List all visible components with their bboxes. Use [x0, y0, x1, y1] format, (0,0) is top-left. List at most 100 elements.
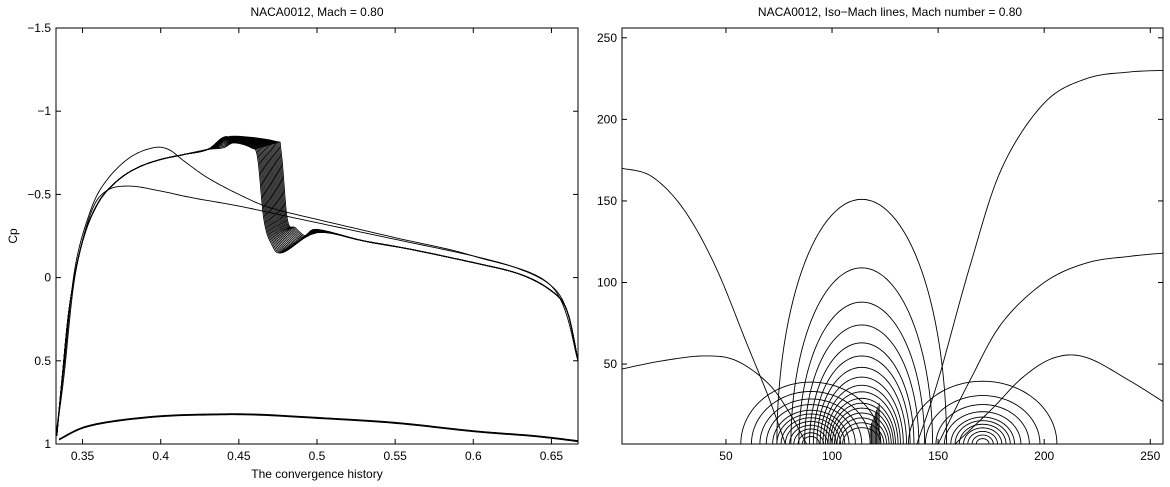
- contour-center-15: [836, 417, 887, 444]
- contour-center-9: [822, 384, 901, 444]
- cp-upper-curve-21: [56, 136, 578, 436]
- contour-left-1: [801, 436, 820, 444]
- cp-chart-ylabel: Cp: [6, 228, 20, 244]
- contour-center-11: [827, 397, 896, 444]
- contour-center-4: [804, 324, 920, 444]
- cp-upper-curve-5: [56, 140, 578, 436]
- cp-chart-x-ticks: 0.35 0.4 0.45 0.5 0.55 0.6 0.65: [71, 28, 564, 463]
- cp-early-curve-2: [56, 146, 578, 436]
- cp-upper-curve-10: [56, 137, 578, 436]
- cp-chart: NACA0012, Mach = 0.80 0.35 0.4 0.45 0.5 0.55…: [6, 5, 579, 481]
- cp-upper-curve-16: [56, 136, 578, 436]
- iso-mach-chart-x-ticks: 50 100 150 200 250: [719, 28, 1161, 463]
- cp-y-tick-label: 1: [44, 437, 51, 451]
- cp-early-curve-1: [56, 185, 578, 436]
- contour-far-right-mid: [937, 252, 1163, 444]
- contour-right-4: [963, 427, 1003, 444]
- cp-upper-curve-20: [56, 136, 578, 436]
- cp-upper-curve-8: [56, 138, 578, 436]
- cp-chart-y-ticks: −1.5 −1 −0.5 0 0.5 1: [27, 21, 578, 451]
- cp-upper-curve-13: [56, 136, 578, 436]
- contour-right-2: [971, 434, 994, 444]
- cp-chart-curves: [56, 135, 578, 443]
- contour-left-6: [780, 417, 841, 444]
- contour-far-right-top: [916, 69, 1163, 444]
- iso-mach-chart-contours: [622, 69, 1163, 444]
- cp-y-tick-label: 0.5: [34, 354, 51, 368]
- iso-x-tick-label: 150: [928, 449, 948, 463]
- cp-x-tick-label: 0.45: [227, 449, 251, 463]
- cp-x-tick-label: 0.6: [465, 449, 482, 463]
- contour-right-1: [975, 438, 990, 444]
- contour-center-5: [809, 342, 915, 444]
- iso-mach-chart-title: NACA0012, Iso−Mach lines, Mach number = …: [758, 5, 1022, 19]
- cp-chart-xlabel: The convergence history: [251, 467, 382, 481]
- contour-right-7: [950, 416, 1015, 444]
- iso-x-tick-label: 50: [719, 449, 733, 463]
- contour-outer-right: [954, 354, 1163, 444]
- iso-x-tick-label: 250: [1140, 449, 1160, 463]
- cp-upper-curve-22: [56, 135, 578, 436]
- cp-x-tick-label: 0.55: [383, 449, 407, 463]
- iso-y-tick-label: 200: [597, 112, 617, 126]
- cp-y-tick-label: −1.5: [27, 21, 51, 35]
- cp-upper-curve-14: [56, 136, 578, 436]
- iso-y-tick-label: 150: [597, 194, 617, 208]
- cp-x-tick-label: 0.5: [309, 449, 326, 463]
- cp-upper-curve-19: [56, 136, 578, 436]
- iso-x-tick-label: 200: [1034, 449, 1054, 463]
- iso-mach-chart-y-ticks: 50 100 150 200 250: [597, 31, 1163, 371]
- cp-upper-curve-17: [56, 136, 578, 436]
- cp-upper-curve-11: [56, 137, 578, 436]
- cp-y-tick-label: −0.5: [27, 187, 51, 201]
- cp-upper-curve-18: [56, 136, 578, 436]
- contour-left-7: [776, 413, 846, 444]
- cp-x-tick-label: 0.35: [71, 449, 95, 463]
- cp-upper-curve-4: [56, 141, 578, 436]
- contour-center-3: [798, 301, 926, 444]
- contour-center-12: [829, 402, 894, 444]
- cp-x-tick-label: 0.65: [540, 449, 564, 463]
- cp-lower-curve-4: [58, 414, 578, 443]
- contour-left-8: [772, 409, 850, 444]
- iso-y-tick-label: 250: [597, 31, 617, 45]
- cp-upper-curve-12: [56, 136, 578, 436]
- cp-upper-curve-9: [56, 138, 578, 436]
- contour-center-6: [812, 355, 911, 444]
- cp-y-tick-label: 0: [44, 271, 51, 285]
- contour-left-9: [765, 404, 856, 444]
- contour-left-10: [759, 398, 863, 444]
- contour-right-3: [967, 430, 998, 444]
- iso-y-tick-label: 50: [604, 357, 618, 371]
- contour-right-9: [935, 404, 1030, 444]
- contour-right-5: [958, 423, 1007, 444]
- contour-left-12: [740, 381, 882, 444]
- contour-center-2: [790, 267, 934, 444]
- contour-left-2: [797, 432, 824, 444]
- contour-outer-left: [622, 355, 807, 444]
- contour-center-13: [831, 407, 892, 444]
- contour-far-left: [622, 167, 786, 444]
- cp-upper-curve-7: [56, 139, 578, 436]
- contour-center-8: [819, 376, 904, 444]
- iso-mach-chart: NACA0012, Iso−Mach lines, Mach number = …: [597, 5, 1164, 463]
- contour-right-10: [924, 395, 1041, 444]
- iso-y-tick-label: 100: [597, 275, 617, 289]
- cp-chart-title: NACA0012, Mach = 0.80: [250, 5, 383, 19]
- contour-right-8: [944, 411, 1022, 444]
- contour-center-7: [816, 366, 908, 444]
- cp-upper-curve-6: [56, 140, 578, 436]
- contour-center-1: [776, 198, 948, 444]
- iso-x-tick-label: 100: [822, 449, 842, 463]
- contour-right-6: [954, 420, 1011, 444]
- cp-x-tick-label: 0.4: [152, 449, 169, 463]
- contour-center-16: [839, 422, 885, 444]
- contour-right-11: [907, 380, 1058, 444]
- iso-mach-chart-frame: [621, 27, 1164, 445]
- contour-center-10: [825, 391, 899, 444]
- cp-y-tick-label: −1: [37, 104, 51, 118]
- cp-chart-frame: [55, 27, 579, 445]
- contour-center-14: [834, 412, 890, 444]
- cp-upper-curve-15: [56, 136, 578, 436]
